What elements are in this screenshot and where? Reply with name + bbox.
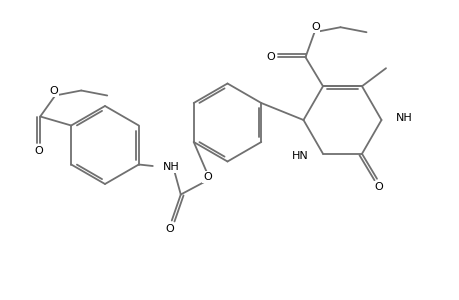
Text: O: O bbox=[266, 52, 275, 62]
Text: HN: HN bbox=[291, 151, 308, 161]
Text: O: O bbox=[374, 182, 382, 192]
Text: O: O bbox=[202, 172, 211, 182]
Text: NH: NH bbox=[395, 112, 411, 122]
Text: O: O bbox=[310, 22, 319, 32]
Text: O: O bbox=[165, 224, 174, 233]
Text: O: O bbox=[35, 146, 44, 155]
Text: NH: NH bbox=[162, 162, 179, 172]
Text: O: O bbox=[50, 86, 58, 96]
